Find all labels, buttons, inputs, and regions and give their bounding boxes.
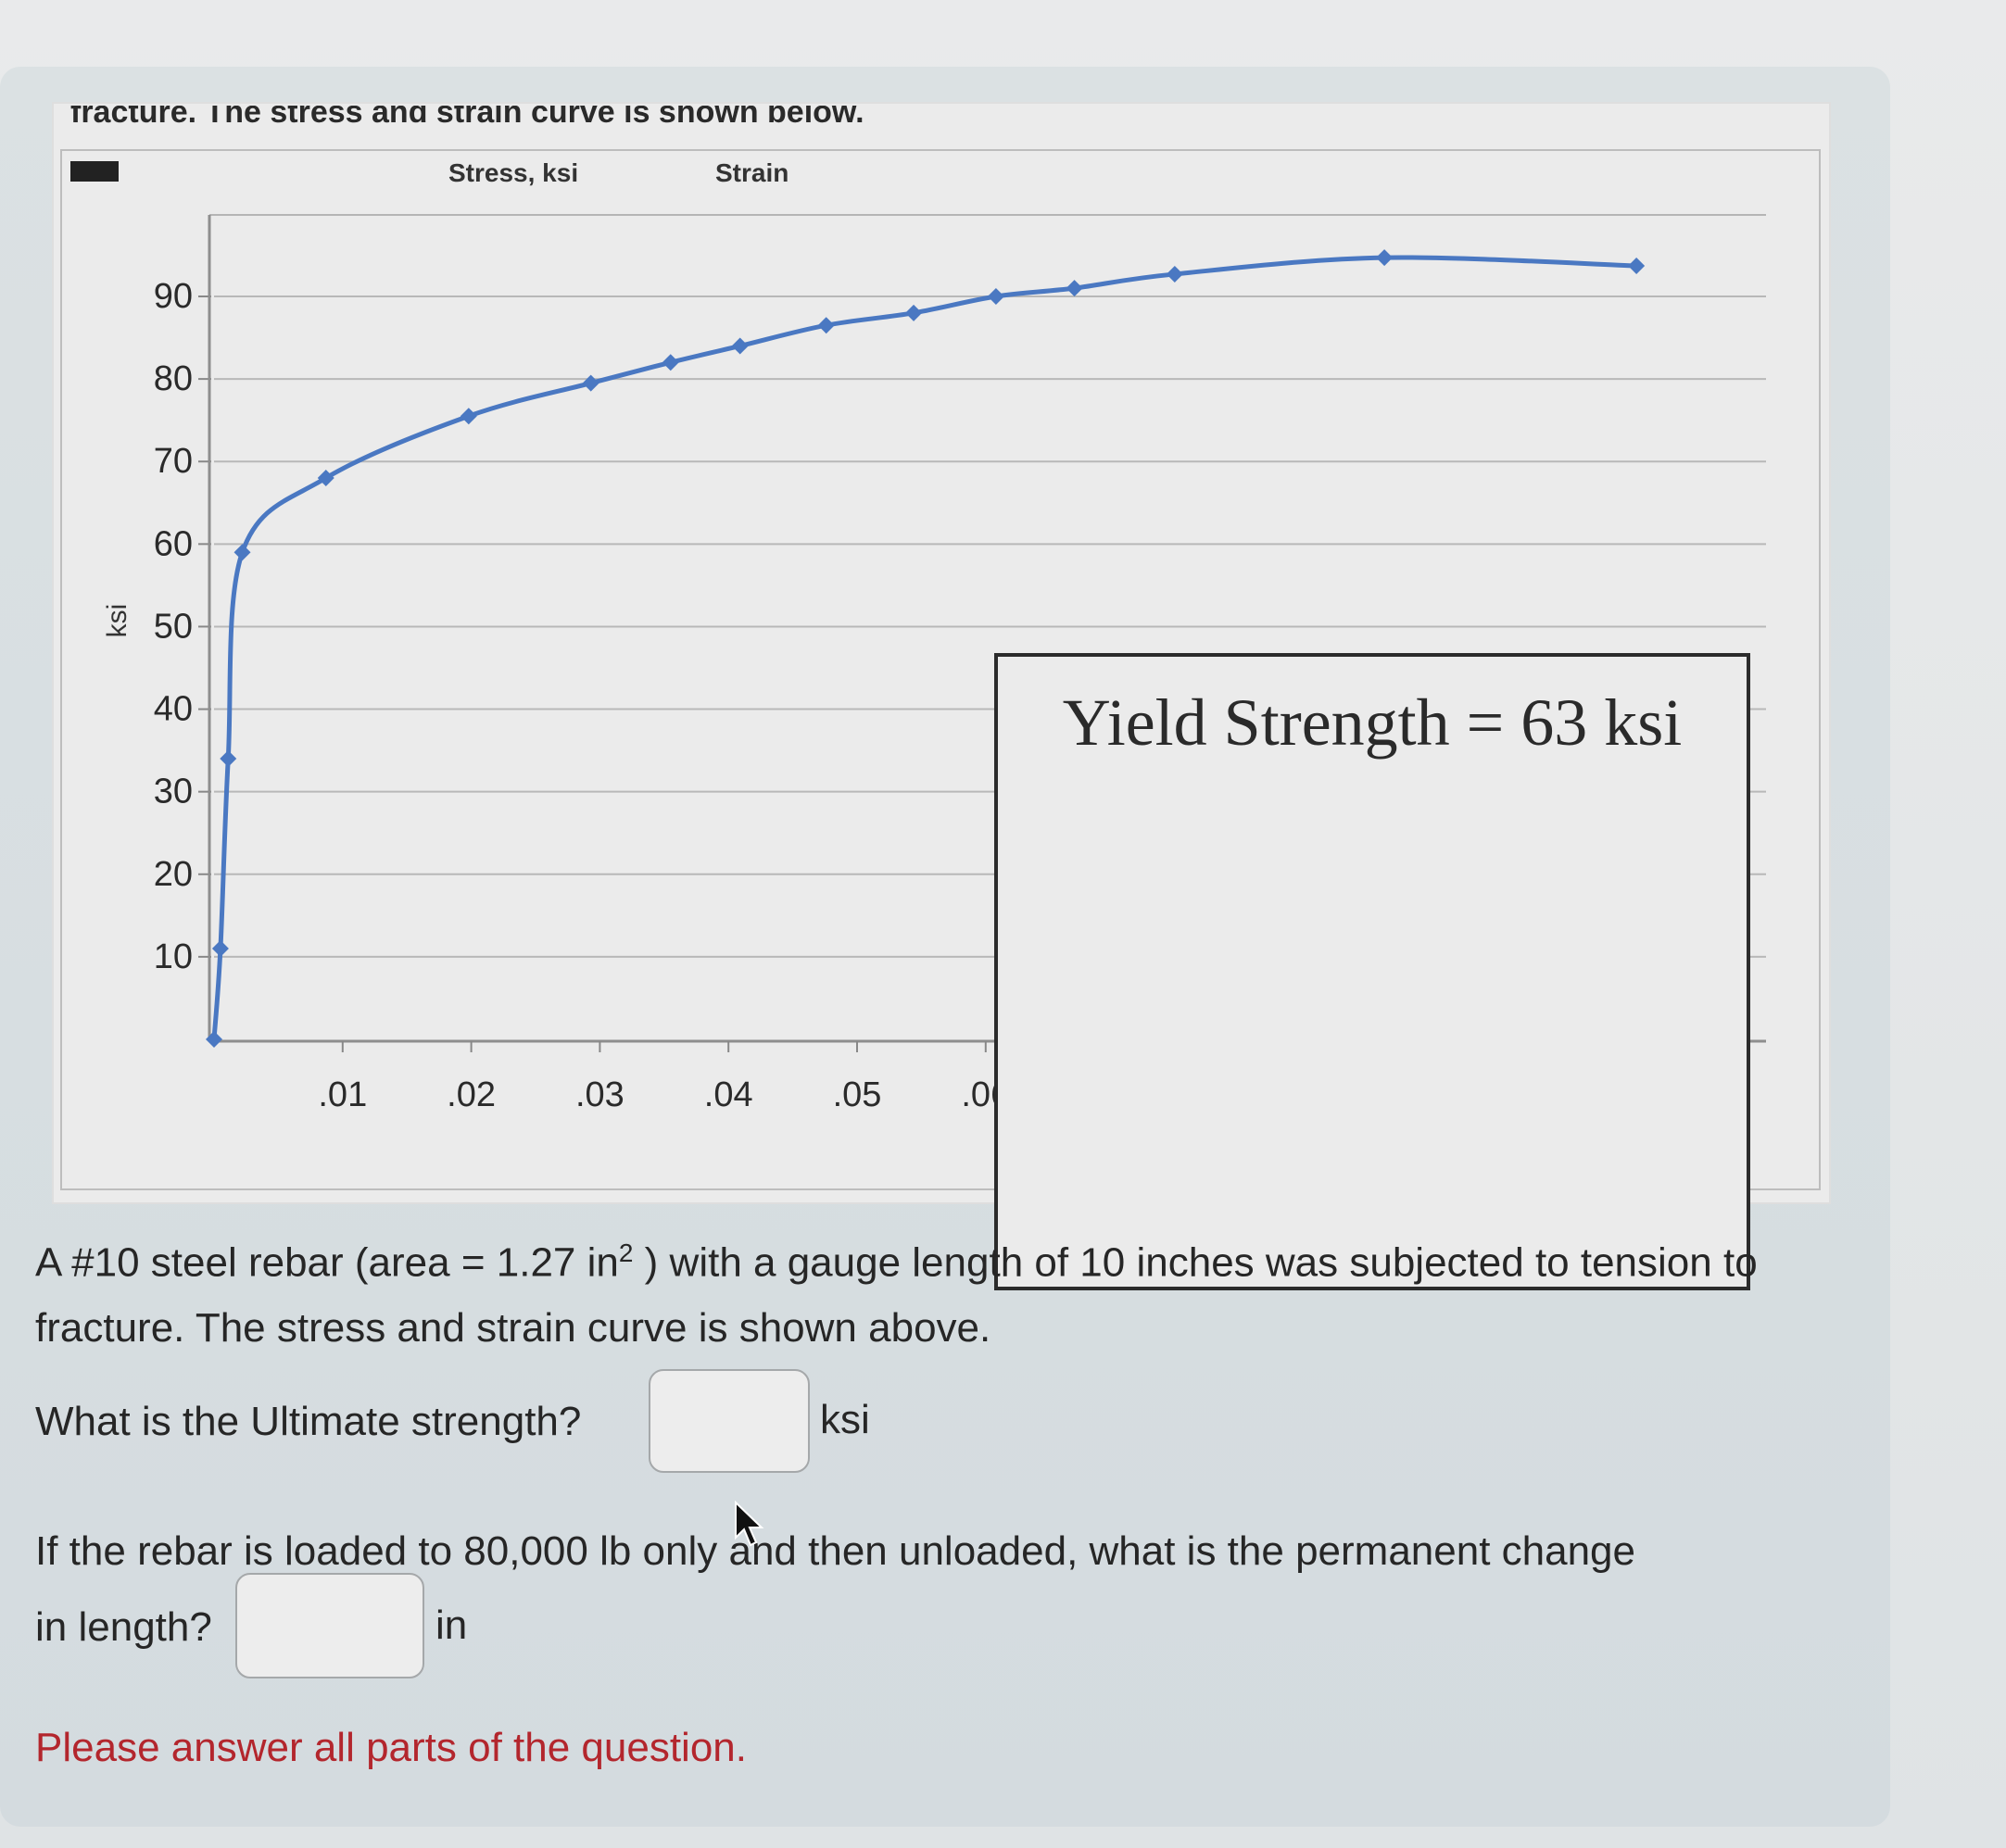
x-tick-label: .04 bbox=[704, 1075, 753, 1114]
problem-statement: A #10 steel rebar (area = 1.27 in2 ) wit… bbox=[35, 1221, 1796, 1361]
gridlines bbox=[209, 214, 1766, 958]
data-point bbox=[662, 354, 679, 371]
y-tick-label: 80 bbox=[154, 359, 193, 398]
ultimate-strength-input[interactable] bbox=[649, 1369, 810, 1473]
data-point bbox=[220, 750, 237, 768]
statement-sup: 2 bbox=[618, 1238, 634, 1267]
q2-label-line2: in length? bbox=[35, 1604, 212, 1650]
data-point bbox=[1166, 265, 1183, 283]
q2-unit: in bbox=[435, 1603, 468, 1648]
y-tick-label: 30 bbox=[154, 773, 193, 811]
y-tick-label: 10 bbox=[154, 937, 193, 976]
x-tick-label: .03 bbox=[575, 1075, 625, 1114]
permanent-change-input[interactable] bbox=[235, 1573, 424, 1678]
y-tick-label: 60 bbox=[154, 524, 193, 563]
yield-strength-label: Yield Strength = 63 ksi bbox=[1062, 685, 1683, 760]
data-point bbox=[987, 288, 1004, 305]
y-axis-title: ksi bbox=[102, 604, 132, 638]
data-point bbox=[817, 317, 835, 334]
data-point bbox=[905, 304, 923, 321]
x-tick-label: .05 bbox=[833, 1075, 882, 1114]
y-tick-labels: 90 80 70 60 50 40 30 20 10 bbox=[154, 277, 193, 976]
series-line bbox=[211, 255, 1637, 1040]
q1-label: What is the Ultimate strength? bbox=[35, 1399, 582, 1444]
q2-label-line1: If the rebar is loaded to 80,000 lb only… bbox=[35, 1528, 1635, 1574]
statement-part1: A #10 steel rebar (area = 1.27 in bbox=[35, 1239, 619, 1286]
data-point bbox=[460, 408, 477, 425]
data-point bbox=[206, 1031, 222, 1048]
stress-strain-chart: fracture. The stress and strain curve is… bbox=[52, 102, 1831, 1290]
chart-partial-caption: fracture. The stress and strain curve is… bbox=[70, 102, 864, 130]
data-point bbox=[1628, 258, 1646, 275]
warning-text: Please answer all parts of the question. bbox=[35, 1725, 748, 1770]
x-tick-label: .02 bbox=[447, 1075, 496, 1114]
statement-part2: ) with a gauge length of 10 inches was s… bbox=[35, 1239, 1758, 1351]
data-point bbox=[582, 374, 599, 392]
data-point bbox=[233, 544, 251, 561]
data-point bbox=[731, 337, 749, 355]
chart-logo-mark bbox=[70, 161, 119, 182]
y-tick-label: 90 bbox=[154, 277, 193, 316]
yield-strength-annotation: Yield Strength = 63 ksi bbox=[994, 653, 1750, 1290]
y-tick-label: 40 bbox=[154, 690, 193, 729]
x-tick-label: .01 bbox=[318, 1075, 367, 1114]
data-point bbox=[1376, 249, 1394, 267]
x-tick-labels: .01.02.03.04.05.06 bbox=[318, 1075, 1010, 1114]
q1-unit: ksi bbox=[820, 1397, 870, 1442]
y-tick-label: 50 bbox=[154, 607, 193, 646]
y-tick-label: 70 bbox=[154, 442, 193, 481]
y-tick-label: 20 bbox=[154, 855, 193, 894]
chart-plot-frame bbox=[60, 149, 1821, 1190]
header-label-stress: Stress, ksi bbox=[448, 158, 578, 187]
data-point bbox=[317, 470, 334, 487]
data-point bbox=[1066, 280, 1083, 297]
header-label-strain: Strain bbox=[715, 158, 789, 187]
mouse-cursor-icon bbox=[735, 1501, 764, 1547]
series-layer bbox=[206, 249, 1646, 1048]
data-point bbox=[211, 939, 229, 957]
